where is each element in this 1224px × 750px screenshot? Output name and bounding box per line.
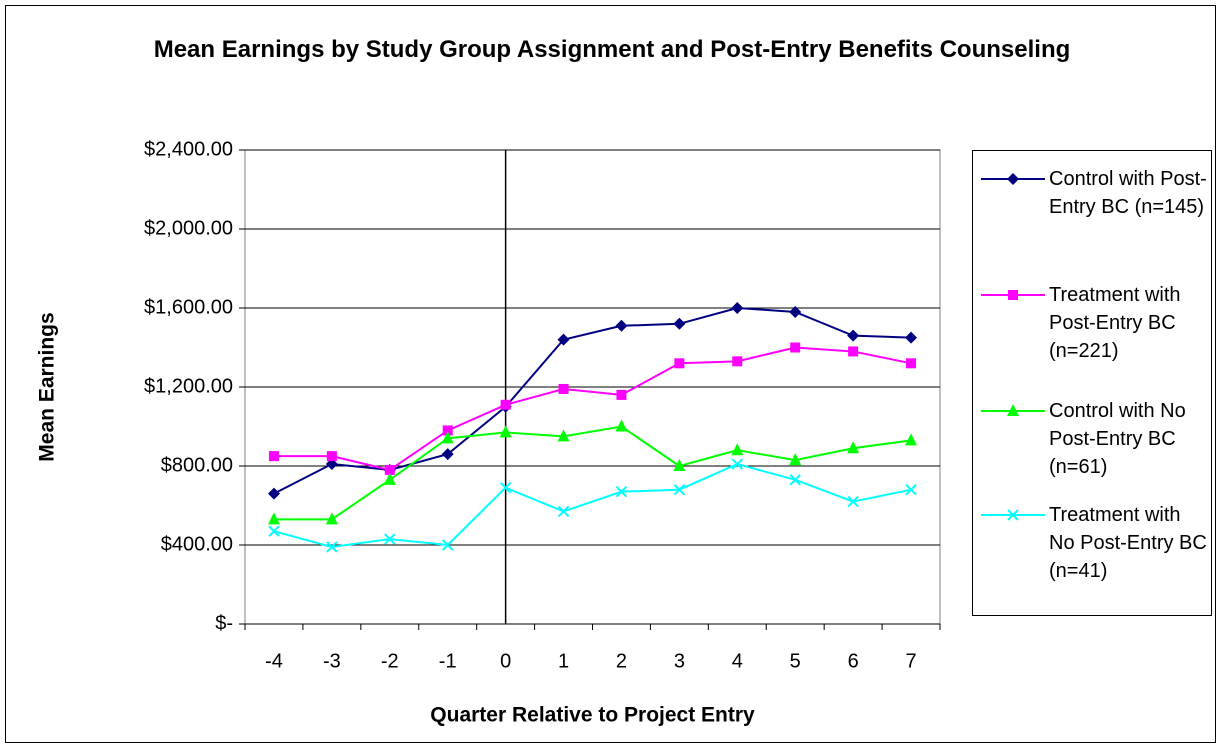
marker — [267, 512, 280, 525]
marker — [1007, 173, 1019, 185]
marker — [499, 425, 512, 438]
x-tick-label: 1 — [558, 650, 569, 672]
x-tick-label: 2 — [616, 650, 627, 672]
marker — [441, 448, 454, 461]
marker — [848, 346, 859, 357]
marker — [673, 483, 686, 496]
marker — [384, 533, 396, 545]
legend-label: Treatment with Post-Entry BC (n=221) — [1049, 284, 1181, 362]
marker — [1007, 404, 1019, 416]
legend-label: Treatment with No Post-Entry BC (n=41) — [1049, 504, 1207, 582]
marker — [731, 302, 744, 314]
y-tick-label: $400.00 — [161, 533, 233, 555]
marker — [731, 458, 743, 470]
marker — [847, 495, 859, 508]
marker — [789, 305, 802, 318]
series-line — [273, 346, 912, 472]
marker — [790, 342, 801, 353]
x-tick-label: 4 — [732, 650, 743, 672]
marker — [789, 453, 802, 466]
marker — [789, 474, 801, 486]
marker — [905, 483, 917, 496]
marker — [905, 433, 918, 446]
series-line — [273, 425, 912, 521]
marker — [905, 331, 918, 344]
legend-label: Control with Post-Entry BC (n=145) — [1049, 168, 1207, 218]
marker — [442, 539, 454, 551]
x-tick-label: 5 — [790, 650, 801, 672]
chart-frame — [5, 5, 1216, 743]
marker — [615, 319, 628, 332]
x-tick-label: 7 — [905, 650, 916, 672]
marker — [615, 485, 628, 498]
legend-symbol — [981, 404, 1045, 416]
marker — [673, 317, 686, 330]
marker — [267, 487, 280, 500]
x-tick-label: -3 — [323, 650, 341, 672]
legend-symbol — [981, 173, 1045, 185]
series-line — [273, 306, 912, 495]
x-tick-label: -4 — [265, 650, 283, 672]
marker — [441, 431, 454, 444]
y-tick-label: $- — [215, 612, 233, 634]
y-axis-title: Mean Earnings — [36, 312, 59, 461]
marker — [268, 525, 280, 537]
marker — [499, 482, 512, 494]
marker — [557, 333, 570, 346]
legend: Control with Post-Entry BC (n=145) Treatm… — [972, 150, 1212, 616]
legend-symbol — [981, 290, 1045, 300]
marker — [384, 464, 395, 475]
marker — [673, 459, 686, 471]
marker — [906, 358, 917, 369]
marker — [847, 441, 860, 454]
x-tick-label: 3 — [674, 650, 685, 672]
x-tick-label: 6 — [848, 650, 859, 672]
legend-label: Control with No Post-Entry BC (n=61) — [1049, 400, 1186, 478]
marker — [616, 389, 627, 400]
marker — [325, 512, 338, 525]
marker — [674, 358, 685, 369]
y-tick-label: $1,600.00 — [144, 296, 233, 318]
x-tick-label: -1 — [439, 650, 457, 672]
legend-symbol — [981, 509, 1045, 521]
x-tick-label: -2 — [381, 650, 399, 672]
marker — [326, 541, 338, 553]
y-tick-label: $1,200.00 — [144, 375, 233, 397]
marker — [326, 451, 337, 462]
marker — [557, 505, 570, 518]
marker — [731, 443, 744, 456]
marker — [1008, 290, 1018, 300]
marker — [383, 472, 396, 485]
y-tick-label: $2,000.00 — [144, 217, 233, 239]
series-line — [273, 462, 912, 548]
marker — [558, 383, 569, 394]
marker — [500, 399, 511, 410]
marker — [615, 419, 628, 432]
x-tick-label: 0 — [500, 650, 511, 672]
y-tick-label: $2,400.00 — [144, 138, 233, 160]
marker — [847, 329, 860, 342]
marker — [442, 425, 453, 436]
marker — [557, 429, 570, 442]
x-axis-title: Quarter Relative to Project Entry — [430, 704, 755, 727]
y-tick-label: $800.00 — [161, 454, 233, 476]
chart-title: Mean Earnings by Study Group Assignment … — [153, 36, 1071, 63]
marker — [732, 356, 743, 367]
marker — [268, 451, 279, 462]
marker — [1007, 509, 1019, 521]
